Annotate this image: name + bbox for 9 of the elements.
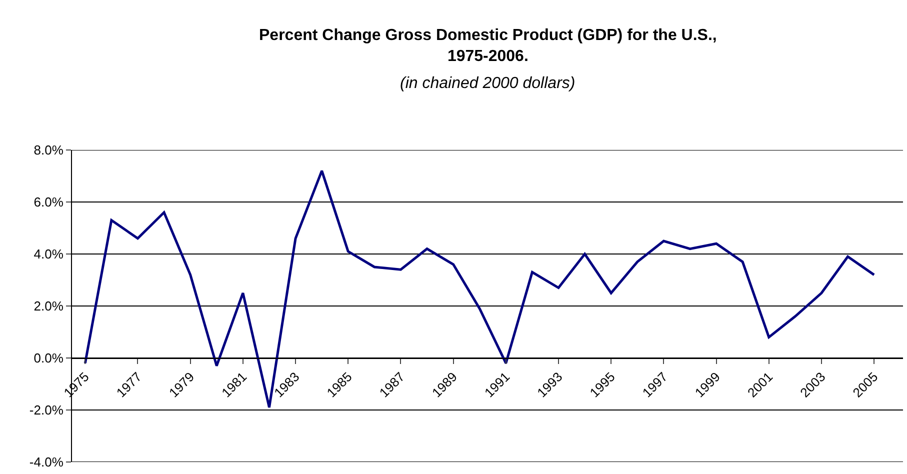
y-tick-label: 2.0% [34,298,64,314]
y-tick-label: 4.0% [34,246,64,262]
chart-title: Percent Change Gross Domestic Product (GDP) for the U.S., 1975-2006. [259,27,717,65]
chart-subtitle: (in chained 2000 dollars) [400,75,576,92]
y-tick-label: -2.0% [29,402,64,418]
y-tick-label: 0.0% [34,350,64,366]
y-tick-label: 8.0% [34,142,64,158]
y-tick-label: -4.0% [29,454,64,470]
y-tick-label: 6.0% [34,194,64,210]
